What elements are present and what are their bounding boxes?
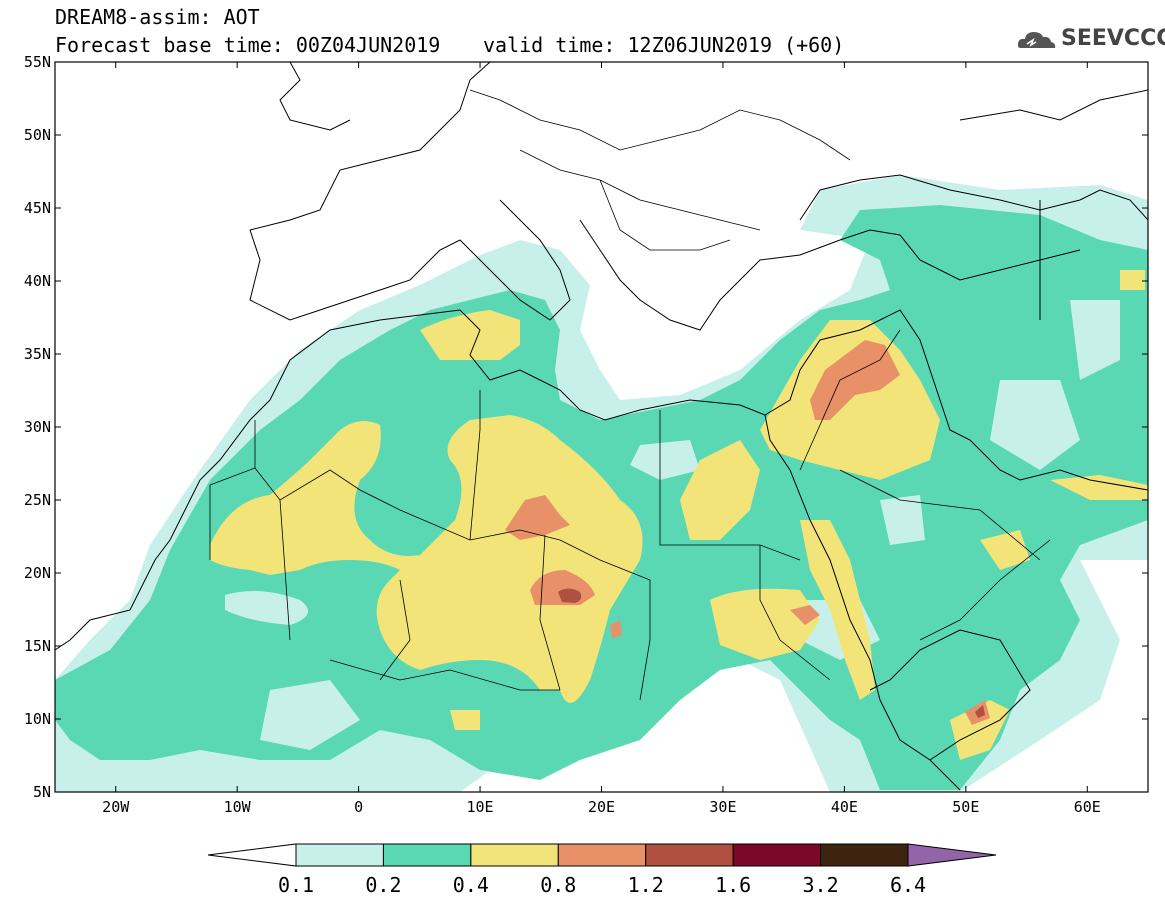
colorbar-level-label: 0.8 xyxy=(540,873,576,897)
colorbar-level-label: 1.6 xyxy=(715,873,751,897)
lon-tick-label: 10W xyxy=(224,798,252,816)
lon-tick-label: 20W xyxy=(102,798,130,816)
longitude-axis: 20W 10W 0 10E 20E 30E 40E 50E 60E xyxy=(102,62,1101,816)
colorbar-level-label: 0.4 xyxy=(453,873,489,897)
lat-tick-label: 50N xyxy=(24,126,51,144)
colorbar-box xyxy=(820,843,909,867)
lat-tick-label: 35N xyxy=(24,345,51,363)
colorbar-level-label: 1.2 xyxy=(628,873,664,897)
colorbar-box xyxy=(382,843,472,867)
lat-tick-label: 15N xyxy=(24,637,51,655)
colorbar-box xyxy=(557,843,647,867)
logo-text: SEEVCCC xyxy=(1061,26,1165,51)
lat-tick-label: 10N xyxy=(24,710,51,728)
lon-tick-label: 10E xyxy=(467,798,494,816)
colorbar-low-arrow xyxy=(207,843,297,867)
coastlines xyxy=(55,62,1148,791)
latitude-axis: 55N 50N 45N 40N 35N 30N 25N 20N 15N 10N 5N xyxy=(24,53,1148,801)
lat-tick-label: 20N xyxy=(24,564,51,582)
cloud-icon xyxy=(1017,32,1056,48)
colorbar-level-label: 6.4 xyxy=(890,873,926,897)
lat-tick-label: 40N xyxy=(24,272,51,290)
colorbar: 0.1 0.2 0.4 0.8 1.2 1.6 3.2 6.4 xyxy=(207,843,997,897)
dust-field xyxy=(55,175,1148,792)
lat-tick-label: 5N xyxy=(33,783,51,801)
colorbar-box xyxy=(295,843,384,867)
colorbar-high-arrow xyxy=(907,843,997,867)
lon-tick-label: 50E xyxy=(952,798,979,816)
lon-tick-label: 40E xyxy=(831,798,858,816)
lat-tick-label: 45N xyxy=(24,199,51,217)
lat-tick-label: 30N xyxy=(24,418,51,436)
lon-tick-label: 20E xyxy=(588,798,615,816)
lon-tick-label: 30E xyxy=(709,798,736,816)
lon-tick-label: 60E xyxy=(1074,798,1101,816)
colorbar-box xyxy=(732,843,822,867)
valid-time: valid time: 12Z06JUN2019 (+60) xyxy=(483,33,845,57)
lat-tick-label: 55N xyxy=(24,53,51,71)
country-borders xyxy=(209,89,1051,701)
lon-tick-label: 0 xyxy=(354,798,363,816)
lat-tick-label: 25N xyxy=(24,491,51,509)
colorbar-box xyxy=(470,843,559,867)
colorbar-level-label: 0.1 xyxy=(278,873,314,897)
colorbar-level-label: 0.2 xyxy=(365,873,401,897)
colorbar-box xyxy=(645,843,734,867)
colorbar-level-label: 3.2 xyxy=(803,873,839,897)
forecast-base-time: Forecast base time: 00Z04JUN2019 xyxy=(55,33,441,57)
map-title: DREAM8-assim: AOT xyxy=(55,5,260,29)
